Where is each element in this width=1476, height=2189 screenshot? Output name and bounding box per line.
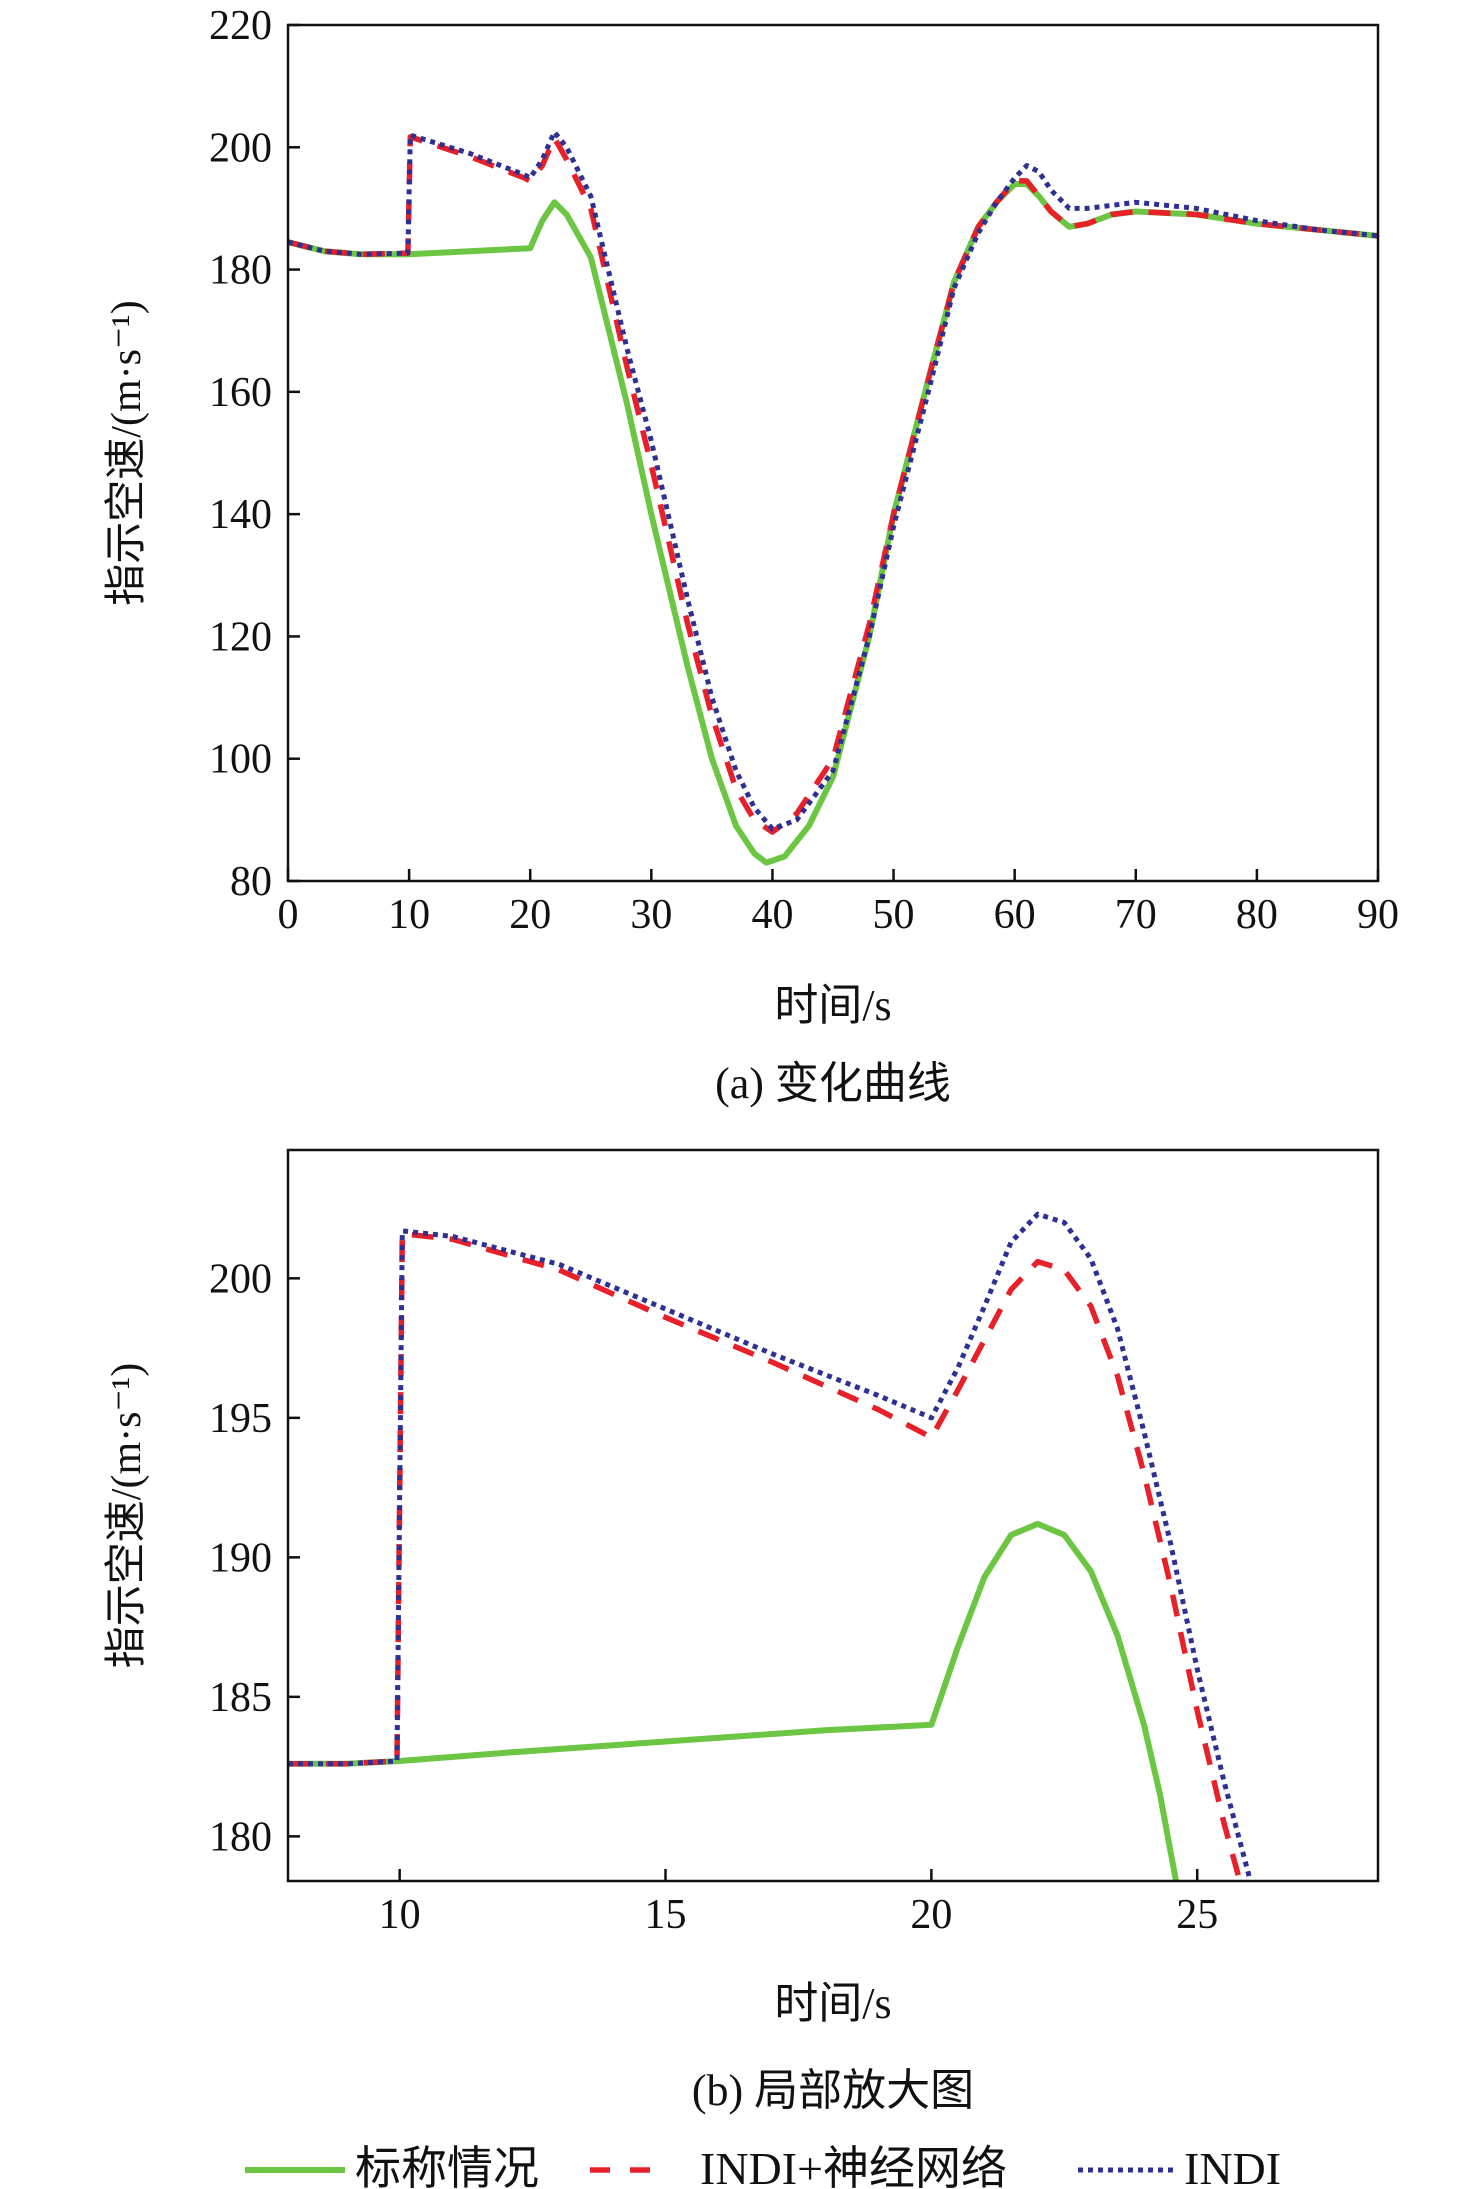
x-tick-label: 50 (873, 892, 915, 938)
y-axis-label: 指示空速/(m·s⁻¹) (103, 1363, 150, 1668)
y-tick-label: 180 (209, 248, 272, 294)
x-tick-label: 10 (379, 1892, 421, 1938)
y-tick-label: 120 (209, 614, 272, 660)
series-line-indi (288, 1211, 1253, 1881)
y-tick-label: 200 (209, 1256, 272, 1302)
x-tick-label: 0 (278, 892, 299, 938)
x-tick-label: 40 (751, 892, 793, 938)
y-tick-label: 220 (209, 3, 272, 49)
series-group (288, 1211, 1253, 1881)
x-axis-label: 时间/s (774, 981, 891, 1030)
x-tick-label: 20 (509, 892, 551, 938)
y-tick-label: 80 (230, 859, 272, 905)
x-tick-label: 15 (645, 1892, 687, 1938)
plot-frame (286, 1148, 1380, 1883)
x-tick-label: 90 (1357, 892, 1399, 938)
legend-label-nominal: 标称情况 (355, 2143, 539, 2189)
legend-label-indi_nn: INDI+神经网络 (700, 2143, 1007, 2189)
panel-caption: (b) 局部放大图 (692, 2066, 974, 2115)
y-axis-label: 指示空速/(m·s⁻¹) (103, 300, 150, 605)
panel-a-chart: 0 10 20 30 40 50 60 70 80 90 80 100 120 140 160 180 200 2… (103, 3, 1399, 1108)
x-tick-label: 80 (1236, 892, 1278, 938)
series-line-indi_nn (288, 1230, 1243, 1881)
x-tick-label: 30 (630, 892, 672, 938)
legend: 标称情况 INDI+神经网络 INDI (245, 2143, 1281, 2189)
series-line-indi_nn (288, 134, 1378, 835)
plot-frame (286, 23, 1380, 883)
x-tick-label: 60 (994, 892, 1036, 938)
x-tick-label: 70 (1115, 892, 1157, 938)
panel-caption: (a) 变化曲线 (715, 1059, 951, 1108)
y-tick-label: 190 (209, 1535, 272, 1581)
y-tick-label: 160 (209, 370, 272, 416)
y-tick-label: 100 (209, 737, 272, 783)
legend-label-indi: INDI (1184, 2143, 1281, 2189)
y-tick-label: 200 (209, 125, 272, 171)
y-tick-label: 180 (209, 1814, 272, 1860)
x-tick-label: 25 (1176, 1892, 1218, 1938)
series-line-nominal (288, 1520, 1179, 1881)
y-tick-label: 195 (209, 1396, 272, 1442)
series-group (288, 129, 1378, 866)
series-line-nominal (288, 181, 1378, 866)
panel-b-chart: 10 15 20 25 180 185 190 195 200 指示空速/(m·s⁻¹) 时间/s (… (103, 1148, 1380, 2115)
series-line-indi (288, 129, 1378, 832)
x-tick-label: 20 (910, 1892, 952, 1938)
y-tick-label: 185 (209, 1675, 272, 1721)
x-tick-label: 10 (388, 892, 430, 938)
y-tick-label: 140 (209, 492, 272, 538)
x-axis-label: 时间/s (774, 1979, 891, 2028)
